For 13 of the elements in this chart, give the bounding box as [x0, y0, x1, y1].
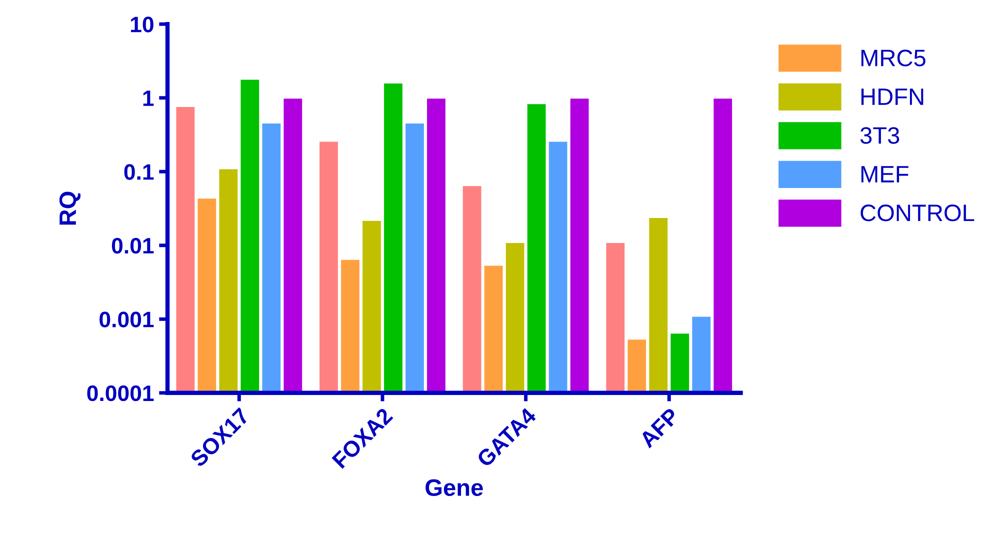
legend-label: MRC5 — [861, 50, 926, 66]
y-tick-label: 0.1 — [124, 164, 154, 180]
legend-label: MEF — [861, 166, 908, 182]
legend-label: 3T3 — [860, 127, 900, 144]
y-tick-label: 0.001 — [100, 312, 154, 328]
y-tick-label: 10 — [130, 16, 154, 32]
y-axis-title: RQ — [59, 192, 81, 225]
y-tick-label: 1 — [143, 90, 154, 106]
x-axis-title: Gene — [426, 479, 483, 496]
legend-label: CONTROL — [860, 204, 974, 222]
y-tick-label: 0.01 — [112, 238, 154, 254]
y-tick-label: 0.0001 — [87, 385, 154, 402]
legend-label: HDFN — [861, 88, 924, 105]
